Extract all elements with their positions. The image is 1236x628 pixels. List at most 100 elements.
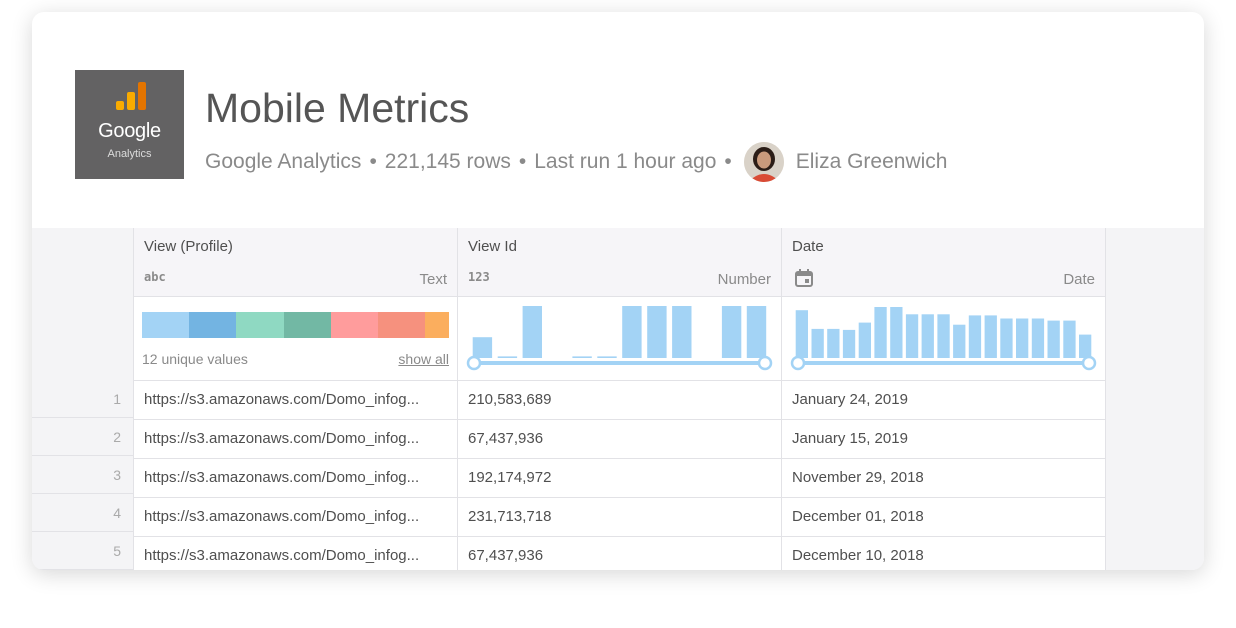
show-all-link[interactable]: show all xyxy=(398,351,449,367)
logo-subtitle: Analytics xyxy=(107,148,152,160)
column-summary: 12 unique values show all xyxy=(134,297,457,381)
table-cell[interactable]: https://s3.amazonaws.com/Domo_infog... xyxy=(134,498,457,537)
row-number: 3 xyxy=(32,456,133,494)
histogram-bar xyxy=(890,307,903,358)
histogram-bar xyxy=(497,356,518,358)
separator: • xyxy=(724,150,732,173)
range-handle-max[interactable] xyxy=(757,355,773,371)
category-segment[interactable] xyxy=(236,312,284,338)
google-analytics-logo: Google Analytics xyxy=(75,70,184,179)
range-handle-min[interactable] xyxy=(466,355,482,371)
histogram-bar xyxy=(811,328,824,358)
column-type-label: Date xyxy=(1063,271,1095,288)
category-segment[interactable] xyxy=(142,312,190,338)
histogram-bar xyxy=(1079,334,1092,358)
table-cell[interactable]: https://s3.amazonaws.com/Domo_infog... xyxy=(134,459,457,498)
table-cell[interactable]: 210,583,689 xyxy=(458,381,781,420)
histogram-bar xyxy=(1063,320,1076,358)
analytics-bars-icon xyxy=(116,82,146,110)
category-segment[interactable] xyxy=(283,312,331,338)
data-table: 1 2 3 4 5 View (Profile) abc Text 12 uni… xyxy=(32,228,1204,570)
number-histogram xyxy=(466,306,773,371)
table-cell[interactable]: December 10, 2018 xyxy=(782,537,1105,570)
table-cell[interactable]: 231,713,718 xyxy=(458,498,781,537)
column-header[interactable]: View (Profile) abc Text xyxy=(134,228,457,297)
column-header[interactable]: View Id 123 Number xyxy=(458,228,781,297)
column-name: Date xyxy=(792,238,824,255)
histogram-bar xyxy=(672,306,692,358)
category-distribution-bar xyxy=(142,312,449,338)
table-cell[interactable]: 67,437,936 xyxy=(458,420,781,459)
user-avatar-icon xyxy=(743,142,784,182)
column-date: Date Date January 24, 2019 January 15, 2… xyxy=(781,228,1106,570)
dataset-meta: Google Analytics • 221,145 rows • Last r… xyxy=(205,142,947,182)
row-number: 2 xyxy=(32,418,133,456)
histogram-bar xyxy=(858,322,871,358)
calendar-icon xyxy=(795,269,813,287)
column-type-label: Number xyxy=(717,271,771,288)
histogram-bar xyxy=(1016,318,1029,358)
histogram-bar xyxy=(1000,318,1013,358)
table-cell[interactable]: November 29, 2018 xyxy=(782,459,1105,498)
histogram-bar xyxy=(968,315,982,358)
category-segment[interactable] xyxy=(330,312,379,338)
histogram-bar xyxy=(937,314,950,358)
text-type-icon: abc xyxy=(144,270,166,284)
category-segment[interactable] xyxy=(378,312,426,338)
table-cell[interactable]: https://s3.amazonaws.com/Domo_infog... xyxy=(134,381,457,420)
histogram-bar xyxy=(874,307,887,358)
histogram-bar xyxy=(1031,318,1045,358)
histogram-bar xyxy=(746,306,767,358)
table-cell[interactable]: https://s3.amazonaws.com/Domo_infog... xyxy=(134,420,457,459)
table-cell[interactable]: January 15, 2019 xyxy=(782,420,1105,459)
last-run: Last run 1 hour ago xyxy=(534,150,717,173)
dataset-card: Google Analytics Mobile Metrics Google A… xyxy=(32,12,1204,570)
avatar[interactable] xyxy=(743,142,784,182)
histogram-bar xyxy=(622,306,642,358)
histogram-bar xyxy=(1047,320,1060,358)
histogram-bar xyxy=(921,314,934,358)
source-name: Google Analytics xyxy=(205,150,362,173)
column-name: View (Profile) xyxy=(144,238,233,255)
histogram-bar xyxy=(953,324,966,358)
column-view-profile: View (Profile) abc Text 12 unique values… xyxy=(133,228,457,570)
separator: • xyxy=(369,150,377,173)
histogram-bar xyxy=(905,314,919,358)
row-number: 4 xyxy=(32,494,133,532)
histogram-bar xyxy=(842,329,856,358)
histogram-bar xyxy=(472,337,493,358)
column-view-id: View Id 123 Number 210,583,689 67,437,93… xyxy=(457,228,781,570)
histogram-bar xyxy=(827,328,840,358)
unique-values-count: 12 unique values xyxy=(142,351,248,367)
table-cell[interactable]: January 24, 2019 xyxy=(782,381,1105,420)
column-summary xyxy=(458,297,781,381)
table-cell[interactable]: December 01, 2018 xyxy=(782,498,1105,537)
table-cell[interactable]: 192,174,972 xyxy=(458,459,781,498)
row-number-column: 1 2 3 4 5 xyxy=(32,228,133,570)
user-name[interactable]: Eliza Greenwich xyxy=(795,150,948,173)
column-summary xyxy=(782,297,1105,381)
column-header[interactable]: Date Date xyxy=(782,228,1105,297)
row-number: 1 xyxy=(32,380,133,418)
range-handle-min[interactable] xyxy=(790,355,806,371)
logo-word: Google xyxy=(98,120,161,142)
histogram-bar xyxy=(572,356,592,358)
histogram-bar xyxy=(597,356,617,358)
row-count: 221,145 rows xyxy=(384,150,511,173)
column-name: View Id xyxy=(468,238,517,255)
histogram-bar xyxy=(522,306,542,358)
row-number-header xyxy=(32,228,133,380)
date-histogram xyxy=(790,307,1097,371)
table-cell[interactable]: https://s3.amazonaws.com/Domo_infog... xyxy=(134,537,457,570)
separator: • xyxy=(518,150,527,173)
number-type-icon: 123 xyxy=(468,270,490,284)
category-segment[interactable] xyxy=(189,312,237,338)
histogram-bar xyxy=(984,315,997,358)
histogram-bar xyxy=(721,306,742,358)
range-handle-max[interactable] xyxy=(1081,355,1097,371)
histogram-bar xyxy=(647,306,667,358)
page-title: Mobile Metrics xyxy=(205,85,470,131)
table-cell[interactable]: 67,437,936 xyxy=(458,537,781,570)
row-number: 5 xyxy=(32,532,133,570)
category-segment[interactable] xyxy=(425,312,449,338)
